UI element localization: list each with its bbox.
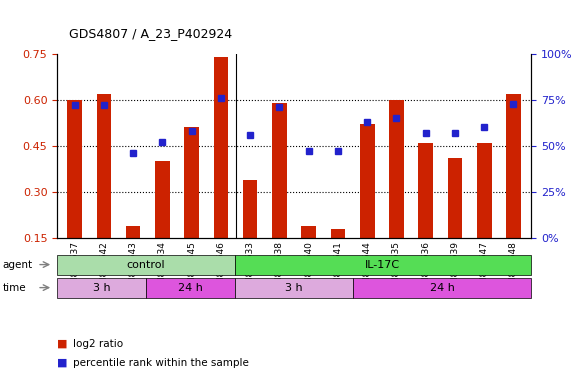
Bar [126, 226, 140, 238]
Bar [214, 57, 228, 238]
Text: log2 ratio: log2 ratio [73, 339, 123, 349]
Text: time: time [3, 283, 26, 293]
Bar [184, 127, 199, 238]
Bar [448, 158, 463, 238]
Text: control: control [127, 260, 165, 270]
Bar [389, 100, 404, 238]
Text: 3 h: 3 h [93, 283, 110, 293]
Bar [272, 103, 287, 238]
Text: agent: agent [3, 260, 33, 270]
Text: ■: ■ [57, 358, 67, 368]
Bar [506, 94, 521, 238]
Text: GDS4807 / A_23_P402924: GDS4807 / A_23_P402924 [69, 27, 232, 40]
Text: 3 h: 3 h [286, 283, 303, 293]
Bar [477, 143, 492, 238]
Bar [155, 161, 170, 238]
Text: percentile rank within the sample: percentile rank within the sample [73, 358, 249, 368]
Text: 24 h: 24 h [178, 283, 203, 293]
Bar [360, 124, 375, 238]
Bar [243, 180, 258, 238]
Bar [419, 143, 433, 238]
Bar [301, 226, 316, 238]
Text: ■: ■ [57, 339, 67, 349]
Bar [96, 94, 111, 238]
Text: 24 h: 24 h [430, 283, 455, 293]
Text: IL-17C: IL-17C [365, 260, 400, 270]
Bar [331, 229, 345, 238]
Bar [67, 100, 82, 238]
